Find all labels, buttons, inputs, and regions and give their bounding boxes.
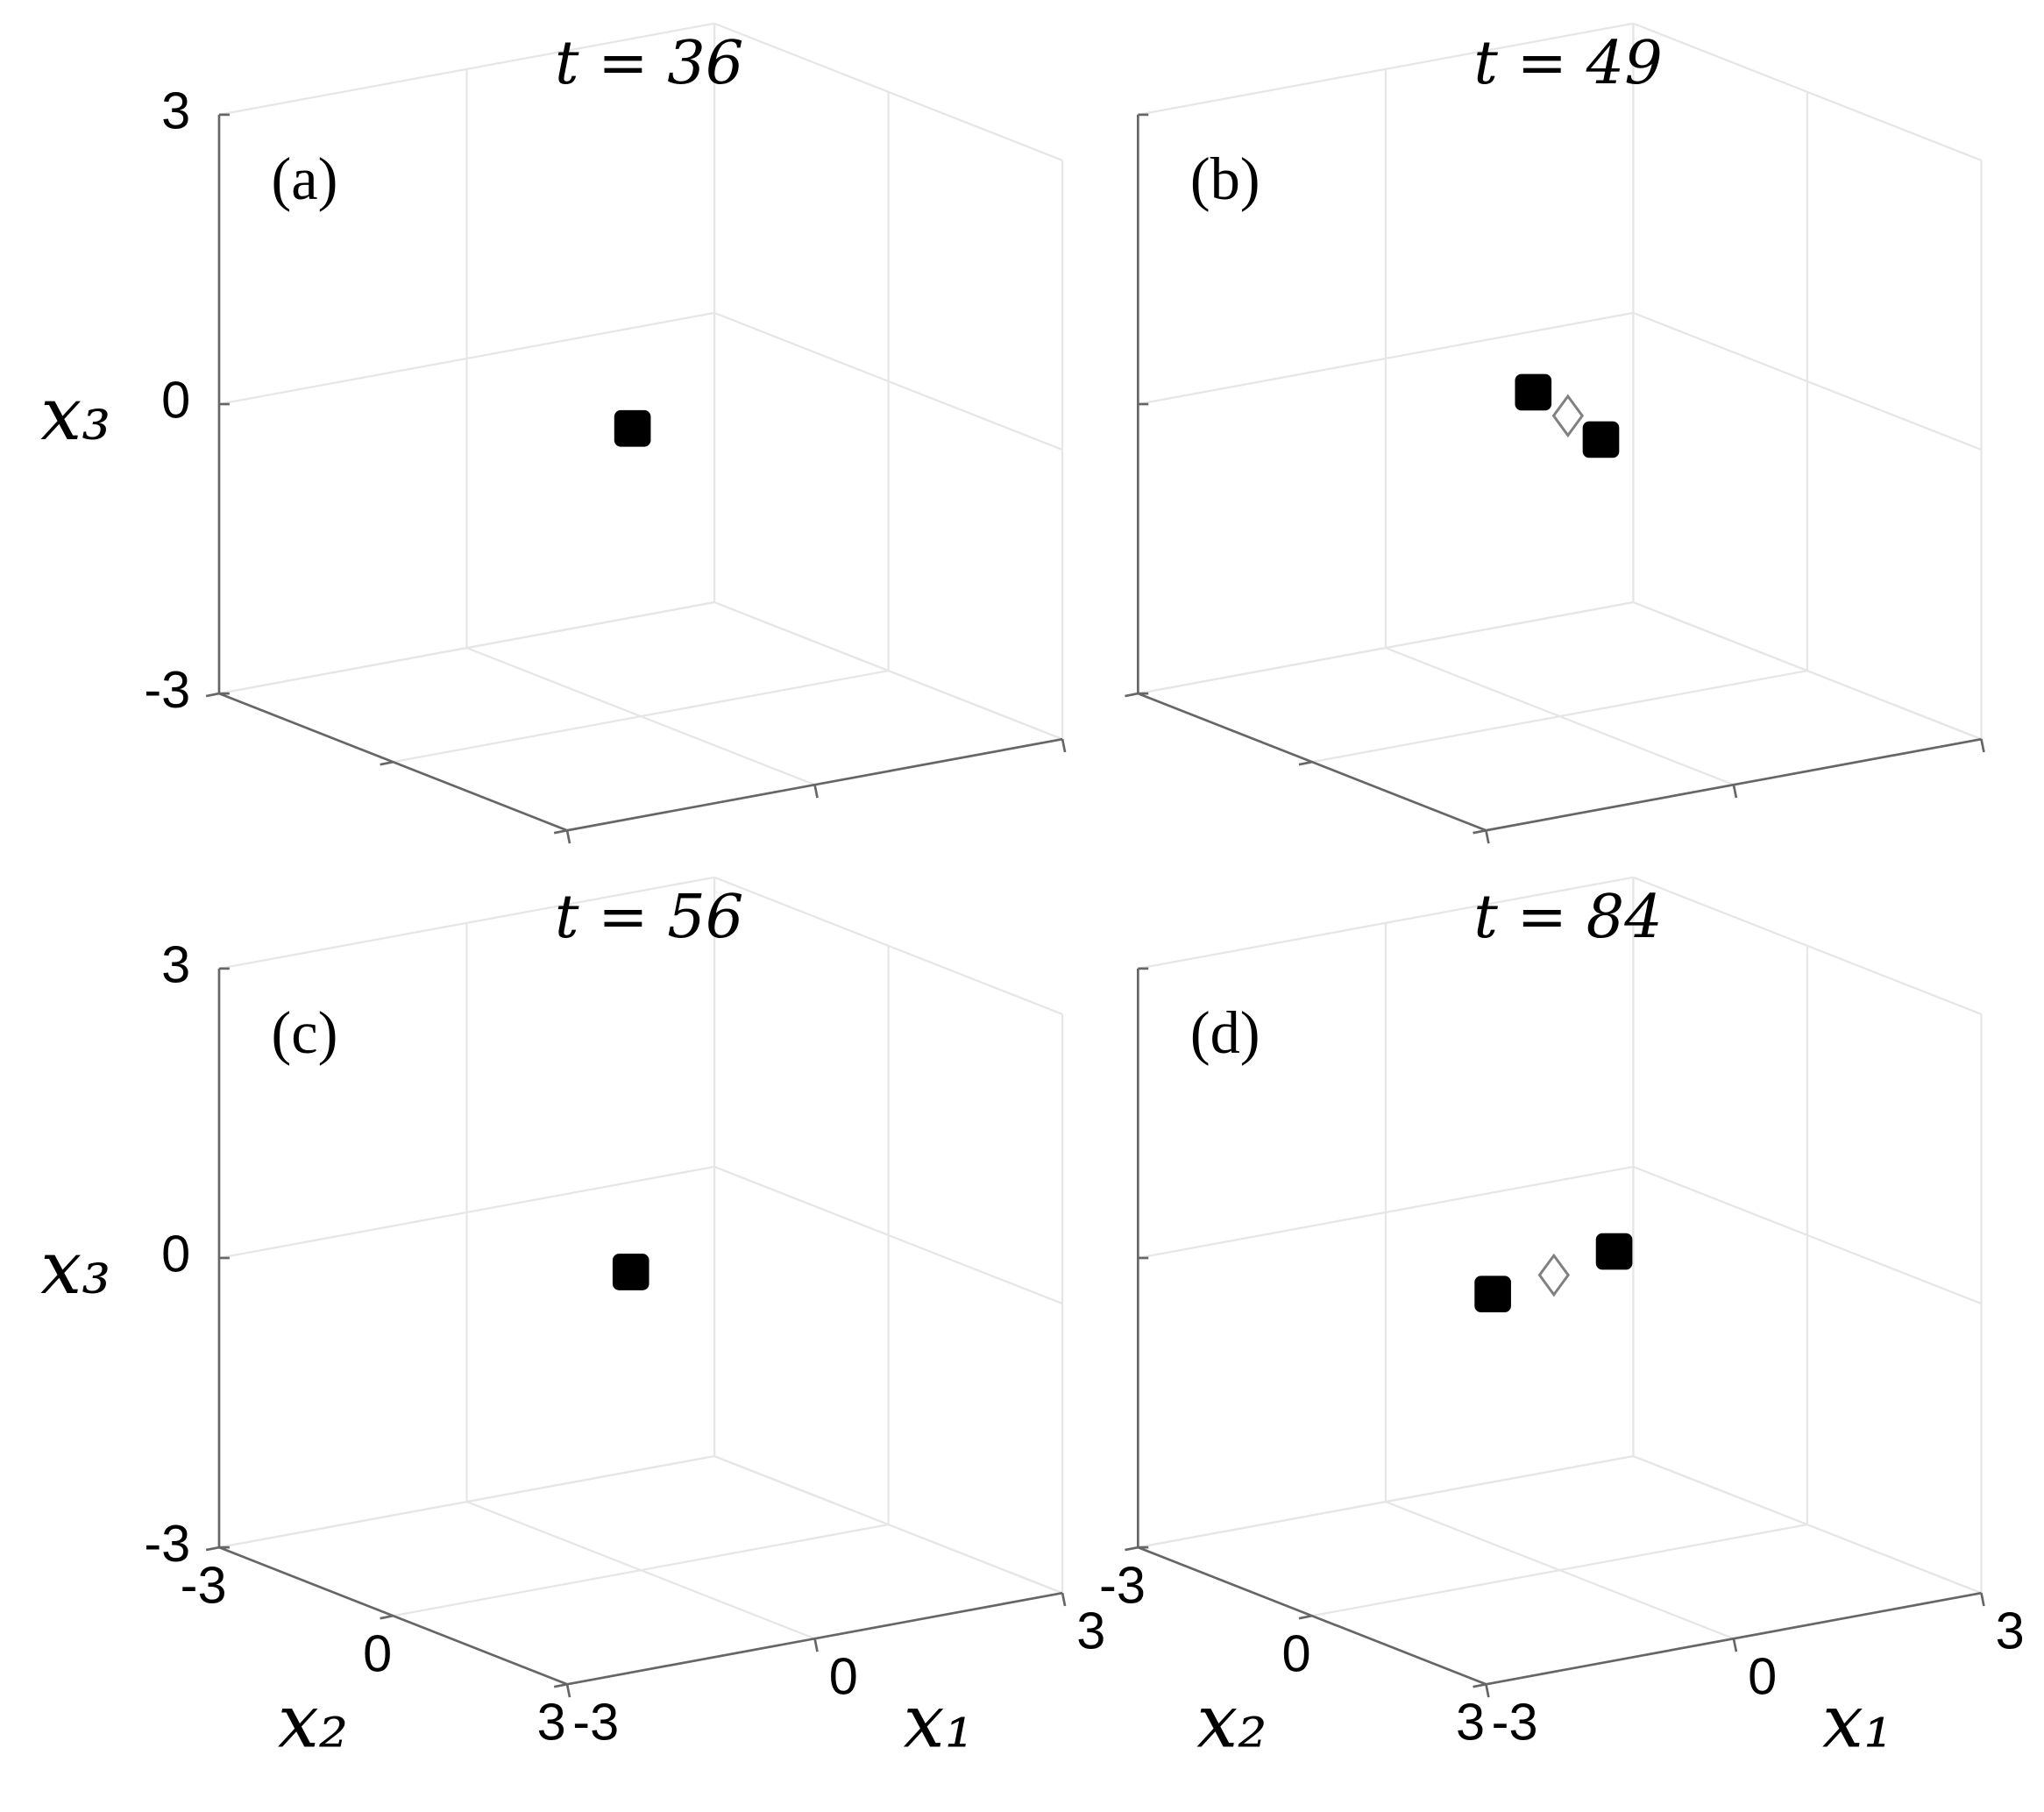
z-tick-label: -3 bbox=[144, 660, 190, 719]
grid-line bbox=[713, 600, 1063, 741]
grid-line bbox=[1311, 669, 1808, 764]
grid-line bbox=[393, 669, 889, 764]
grid-line bbox=[1633, 311, 1982, 451]
grid-line bbox=[393, 1524, 889, 1617]
grid-line bbox=[713, 311, 1063, 451]
tick-mark bbox=[205, 1546, 220, 1552]
grid-line bbox=[218, 311, 715, 406]
tick-mark bbox=[1298, 760, 1313, 766]
x-tick-label: 3 bbox=[1076, 1601, 1105, 1659]
tick-mark bbox=[1061, 1592, 1067, 1607]
y-tick-label: -3 bbox=[1099, 1555, 1146, 1614]
panel-title: t = 36 bbox=[555, 29, 743, 98]
square-marker bbox=[1582, 421, 1620, 458]
tick-mark bbox=[1732, 1638, 1738, 1652]
panel-label: (a) bbox=[271, 146, 337, 212]
panel-title: t = 49 bbox=[1473, 29, 1662, 98]
x-axis-label: x₁ bbox=[1822, 1679, 1892, 1764]
y-tick-label: 3 bbox=[537, 1693, 566, 1752]
panel-label: (d) bbox=[1190, 999, 1260, 1066]
y-axis-label: x₂ bbox=[278, 1679, 348, 1764]
tick-mark bbox=[1125, 692, 1139, 698]
tick-mark bbox=[553, 1682, 568, 1688]
tick-mark bbox=[1485, 1684, 1490, 1698]
x-tick-label: -3 bbox=[1492, 1693, 1538, 1752]
z-tick-label: 3 bbox=[161, 82, 190, 140]
grid-line bbox=[1633, 1454, 1982, 1595]
grid-line bbox=[218, 1454, 715, 1549]
diamond-marker bbox=[1551, 394, 1585, 438]
panel-title: t = 56 bbox=[555, 883, 743, 952]
x-axis-label: x₁ bbox=[904, 1679, 974, 1764]
grid-line bbox=[218, 876, 715, 970]
tick-mark bbox=[1980, 1592, 1985, 1607]
tick-mark bbox=[553, 828, 568, 835]
tick-mark bbox=[565, 829, 571, 844]
tick-mark bbox=[1980, 738, 1985, 753]
tick-mark bbox=[813, 1638, 819, 1652]
tick-mark bbox=[1061, 738, 1067, 753]
grid-line bbox=[713, 876, 1063, 1015]
x-tick-label: 0 bbox=[1748, 1647, 1777, 1706]
tick-mark bbox=[813, 784, 819, 799]
y-axis-label: x₂ bbox=[1196, 1679, 1267, 1764]
tick-mark bbox=[380, 1614, 394, 1620]
panel-title: t = 84 bbox=[1473, 883, 1662, 952]
square-marker bbox=[612, 1254, 649, 1290]
grid-line bbox=[1138, 1454, 1634, 1549]
tick-mark bbox=[1125, 1546, 1139, 1552]
tick-mark bbox=[1485, 829, 1490, 844]
grid-line bbox=[218, 1165, 715, 1260]
grid-line bbox=[1138, 600, 1634, 695]
square-marker bbox=[1595, 1233, 1633, 1270]
y-tick-label: -3 bbox=[181, 1555, 227, 1614]
grid-line bbox=[1633, 22, 1982, 161]
square-marker bbox=[614, 409, 651, 447]
grid-line bbox=[218, 22, 715, 116]
z-axis-label: x₃ bbox=[40, 1226, 110, 1311]
grid-line bbox=[1138, 876, 1634, 970]
tick-mark bbox=[1473, 828, 1487, 835]
panel-label: (c) bbox=[271, 999, 337, 1066]
grid-line bbox=[1633, 876, 1982, 1015]
grid-line bbox=[713, 1165, 1063, 1305]
x-tick-label: 3 bbox=[1996, 1601, 2025, 1659]
z-axis-label: x₃ bbox=[40, 372, 110, 457]
square-marker bbox=[1474, 1276, 1511, 1312]
z-tick-label: 0 bbox=[161, 371, 190, 430]
grid-line bbox=[218, 600, 715, 695]
x-tick-label: 0 bbox=[829, 1647, 858, 1706]
tick-mark bbox=[380, 760, 394, 766]
z-tick-label: 0 bbox=[161, 1225, 190, 1283]
grid-line bbox=[1633, 600, 1982, 741]
z-tick-label: 3 bbox=[161, 935, 190, 994]
tick-mark bbox=[1473, 1682, 1487, 1688]
tick-mark bbox=[1732, 784, 1738, 799]
grid-line bbox=[1138, 1165, 1634, 1260]
y-tick-label: 0 bbox=[1281, 1624, 1310, 1683]
z-tick-label: -3 bbox=[144, 1514, 190, 1573]
diamond-marker bbox=[1537, 1253, 1571, 1297]
y-tick-label: 0 bbox=[363, 1624, 392, 1683]
grid-line bbox=[1633, 1165, 1982, 1305]
tick-mark bbox=[565, 1684, 571, 1698]
grid-line bbox=[1138, 22, 1634, 116]
grid-line bbox=[1311, 1524, 1808, 1617]
x-tick-label: -3 bbox=[572, 1693, 619, 1752]
panel-label: (b) bbox=[1190, 146, 1260, 212]
tick-mark bbox=[1298, 1614, 1313, 1620]
square-marker bbox=[1515, 373, 1552, 411]
y-tick-label: 3 bbox=[1456, 1693, 1485, 1752]
grid-line bbox=[1138, 311, 1634, 406]
grid-line bbox=[713, 22, 1063, 161]
grid-line bbox=[713, 1454, 1063, 1595]
tick-mark bbox=[205, 692, 220, 698]
